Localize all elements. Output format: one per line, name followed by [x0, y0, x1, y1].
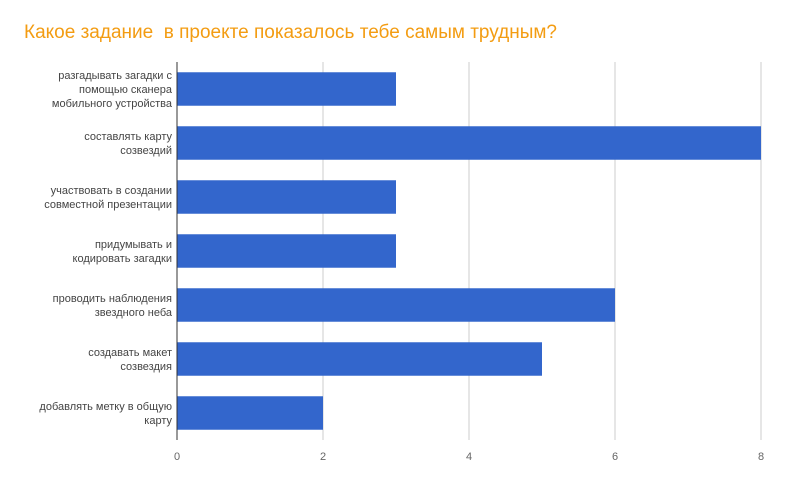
bar: [177, 234, 396, 268]
category-label: составлять карту созвездий: [84, 131, 172, 157]
x-tick-label: 0: [174, 451, 180, 463]
bar: [177, 72, 396, 106]
category-label: добавлять метку в общую карту: [39, 401, 172, 427]
bar: [177, 342, 542, 376]
category-label: участвовать в создании совместной презент…: [44, 185, 172, 211]
x-tick-label: 8: [758, 451, 764, 463]
x-tick-label: 2: [320, 451, 326, 463]
category-label: разгадывать загадки с помощью сканера моби…: [52, 70, 173, 110]
bar: [177, 126, 761, 160]
chart-title: Какое задание в проекте показалось тебе …: [24, 22, 557, 43]
x-tick-label: 4: [466, 451, 472, 463]
category-label: проводить наблюдения звездного неба: [53, 293, 173, 319]
category-label: придумывать и кодировать загадки: [73, 239, 172, 265]
bar: [177, 396, 323, 430]
bar: [177, 180, 396, 214]
x-tick-label: 6: [612, 451, 618, 463]
bar: [177, 288, 615, 322]
category-label: создавать макет созвездия: [88, 347, 172, 373]
